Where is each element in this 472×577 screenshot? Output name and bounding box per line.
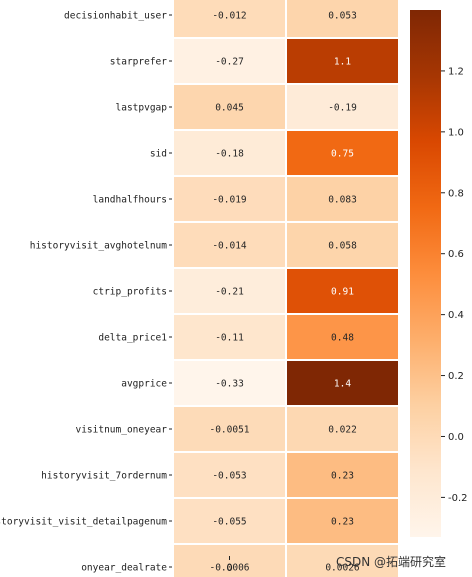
colorbar-tick-label: 0.0 [448, 432, 464, 443]
heatmap-cell [285, 359, 400, 407]
heatmap-cell [285, 0, 400, 39]
cell-value-label: -0.0051 [209, 425, 249, 436]
heatmap-cell [285, 451, 400, 499]
row-label: delta_price1 [98, 333, 167, 344]
cell-value-label: -0.019 [212, 195, 247, 206]
cell-value-label: 0.48 [331, 333, 354, 344]
row-label: historyvisit_7ordernum [41, 471, 167, 482]
colorbar-tick-label: 1.0 [448, 127, 464, 138]
heatmap-row: visitnum_oneyear -0.0051 0.022 [75, 405, 400, 453]
heatmap-row: onyear_dealrate -0.0006 0.0026 [81, 543, 400, 577]
cell-value-label: -0.012 [212, 11, 246, 22]
heatmap-row: starprefer -0.27 1.1 [110, 37, 400, 85]
cell-value-label: 0.91 [331, 287, 354, 298]
heatmap-cell [172, 313, 287, 361]
heatmap-row: sid -0.18 0.75 [150, 129, 400, 177]
colorbar-tick-label: 0.6 [448, 249, 464, 260]
cell-value-label: -0.055 [212, 517, 246, 528]
cell-value-label: 1.4 [334, 379, 351, 390]
cell-value-label: 0.23 [331, 517, 354, 528]
heatmap-cell [285, 405, 400, 453]
cell-value-label: -0.014 [212, 241, 247, 252]
colorbar-tick-label: 0.2 [448, 371, 464, 382]
cell-value-label: -0.33 [215, 379, 244, 390]
heatmap-cell [172, 359, 287, 407]
row-label: avgprice [121, 379, 167, 390]
cell-value-label: 0.083 [328, 195, 357, 206]
row-label: landhalfhours [93, 195, 167, 206]
row-label: sid [150, 149, 167, 160]
heatmap-cell [285, 543, 400, 577]
cell-value-label: -0.18 [215, 149, 244, 160]
cell-value-label: 0.045 [215, 103, 244, 114]
row-label: decisionhabit_user [64, 11, 167, 22]
cell-value-label: 0.058 [328, 241, 357, 252]
row-label: historyvisit_visit_detailpagenum [0, 517, 167, 528]
heatmap-row: historyvisit_7ordernum -0.053 0.23 [41, 451, 400, 499]
heatmap-cell [285, 267, 400, 315]
heatmap-cell [285, 37, 400, 85]
watermark-text: CSDN @拓端研究室 [336, 554, 446, 569]
cell-value-label: -0.21 [215, 287, 244, 298]
heatmap-row: lastpvgap 0.045 -0.19 [116, 83, 400, 131]
colorbar-tick-label: -0.2 [448, 493, 468, 504]
cell-value-label: -0.19 [328, 103, 357, 114]
heatmap-rows: decisionhabit_user -0.012 0.053 starprefer -… [0, 0, 400, 577]
heatmap-row: delta_price1 -0.11 0.48 [98, 313, 400, 361]
heatmap-cell [172, 405, 287, 453]
heatmap-cell [285, 83, 400, 131]
row-label: onyear_dealrate [81, 563, 167, 574]
heatmap-cell [285, 313, 400, 361]
cell-value-label: -0.11 [215, 333, 244, 344]
cell-value-label: 0.022 [328, 425, 357, 436]
colorbar-ticks: -0.2 0.0 0.2 0.4 0.6 0.8 1.0 1.2 [441, 66, 468, 504]
heatmap-row: avgprice -0.33 1.4 [121, 359, 400, 407]
row-label: starprefer [110, 57, 167, 68]
cell-value-label: 0.0026 [325, 563, 360, 574]
row-label: ctrip_profits [93, 287, 167, 298]
cell-value-label: 0.75 [331, 149, 354, 160]
colorbar-tick-label: 0.8 [448, 188, 464, 199]
cell-value-label: 0.23 [331, 471, 354, 482]
colorbar-bar [410, 10, 441, 537]
heatmap-cell [285, 175, 400, 223]
x-axis-ticks: 0 [226, 556, 233, 574]
heatmap-row: landhalfhours -0.019 0.083 [93, 175, 400, 223]
colorbar-tick-label: 0.4 [448, 310, 464, 321]
row-label: visitnum_oneyear [75, 425, 167, 436]
heatmap-cell [172, 267, 287, 315]
cell-value-label: -0.0006 [209, 563, 249, 574]
cell-value-label: 0.053 [328, 11, 357, 22]
cell-value-label: -0.053 [212, 471, 246, 482]
cell-value-label: -0.27 [215, 57, 244, 68]
cell-value-label: 1.1 [334, 57, 351, 68]
heatmap-cell [172, 543, 287, 577]
colorbar [410, 10, 441, 537]
heatmap-cell [285, 221, 400, 269]
heatmap-row: decisionhabit_user -0.012 0.053 [64, 0, 400, 39]
heatmap-row: historyvisit_visit_detailpagenum -0.055 0.… [0, 497, 400, 545]
row-label: lastpvgap [116, 103, 168, 114]
x-tick-label: 0 [226, 563, 232, 574]
heatmap-row: ctrip_profits -0.21 0.91 [93, 267, 400, 315]
heatmap-row: historyvisit_avghotelnum -0.014 0.058 [30, 221, 400, 269]
colorbar-tick-label: 1.2 [448, 66, 464, 77]
heatmap-cell [172, 175, 287, 223]
row-label: historyvisit_avghotelnum [30, 241, 168, 252]
